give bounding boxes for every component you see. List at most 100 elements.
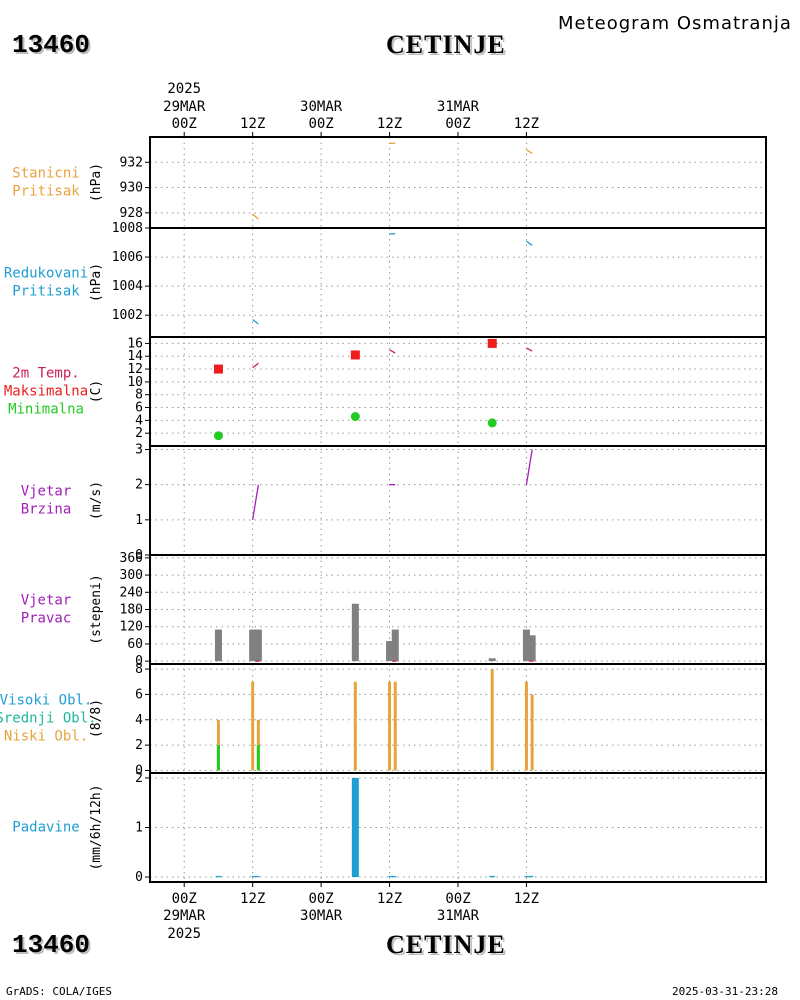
x-tick-label-top: 00Z bbox=[172, 116, 197, 132]
chart-title: Meteogram Osmatranja bbox=[558, 13, 792, 34]
min-temp-marker bbox=[487, 418, 497, 428]
y-tick-label: 1008 bbox=[112, 221, 143, 236]
y-tick-label: 4 bbox=[135, 713, 143, 728]
x-date-label-bottom: 29MAR bbox=[163, 908, 206, 924]
y-axis-unit: (hPa) bbox=[89, 163, 104, 202]
y-axis-unit: (hPa) bbox=[89, 263, 104, 302]
y-tick-label: 360 bbox=[120, 551, 143, 566]
panel-frame bbox=[149, 227, 767, 338]
panel-label: Vjetar bbox=[21, 484, 72, 500]
y-axis-unit: (stepeni) bbox=[89, 574, 104, 644]
panel-label: Pritisak bbox=[12, 284, 80, 300]
y-tick-label: 8 bbox=[135, 388, 143, 403]
bar bbox=[351, 603, 359, 662]
series-line bbox=[252, 213, 259, 220]
bar bbox=[490, 669, 494, 771]
panel-label: Stanicni bbox=[12, 166, 79, 182]
bar bbox=[522, 629, 530, 662]
bar bbox=[254, 629, 262, 662]
y-tick-label: 0 bbox=[135, 654, 143, 669]
y-axis-unit: (m/s) bbox=[89, 481, 104, 520]
x-tick-label-top: 00Z bbox=[308, 116, 333, 132]
bar bbox=[530, 694, 534, 771]
panel-label: Maksimalna bbox=[4, 384, 88, 400]
y-tick-label: 300 bbox=[120, 568, 143, 583]
panel-oblaci bbox=[145, 664, 766, 773]
panel-stanicni bbox=[145, 137, 766, 228]
y-tick-label: 240 bbox=[120, 585, 143, 600]
y-tick-label: 180 bbox=[120, 603, 143, 618]
y-tick-label: 2 bbox=[135, 771, 143, 786]
bar bbox=[391, 629, 399, 662]
panel-temp bbox=[145, 337, 766, 446]
x-date-label-top: 29MAR bbox=[163, 99, 206, 115]
panel-pravac bbox=[145, 555, 766, 664]
x-tick-label-bottom: 12Z bbox=[240, 891, 265, 907]
station-id-bottom: 13460 bbox=[12, 930, 91, 960]
series-line bbox=[526, 240, 533, 246]
y-tick-label: 0 bbox=[135, 548, 143, 563]
y-axis-unit: (8/8) bbox=[89, 699, 104, 738]
y-tick-label: 1004 bbox=[112, 279, 143, 294]
x-tick-label-top: 12Z bbox=[514, 116, 539, 132]
y-tick-label: 6 bbox=[135, 687, 143, 702]
y-tick-label: 2 bbox=[135, 478, 143, 493]
x-tick-label-top: 00Z bbox=[445, 116, 470, 132]
y-tick-label: 1 bbox=[135, 821, 143, 836]
panel-label: Minimalna bbox=[8, 402, 84, 418]
y-tick-label: 14 bbox=[127, 349, 143, 364]
precip-bar bbox=[351, 777, 359, 878]
y-tick-label: 932 bbox=[120, 155, 143, 170]
x-date-label-top: 31MAR bbox=[437, 99, 480, 115]
y-tick-label: 1002 bbox=[112, 308, 143, 323]
y-tick-label: 6 bbox=[135, 401, 143, 416]
station-name-bottom: CETINJE bbox=[386, 930, 506, 959]
bar bbox=[251, 681, 255, 771]
bar bbox=[249, 629, 257, 662]
panel-label: Pritisak bbox=[12, 184, 80, 200]
panel-frame bbox=[149, 336, 767, 447]
station-name-top: CETINJE bbox=[386, 30, 506, 59]
y-tick-label: 930 bbox=[120, 181, 143, 196]
bar bbox=[528, 635, 536, 662]
timestamp: 2025-03-31-23:28 bbox=[672, 985, 778, 998]
x-year-label-bottom: 2025 bbox=[167, 926, 201, 942]
panel-label: Visoki Obl. bbox=[0, 693, 92, 709]
min-temp-marker bbox=[350, 412, 360, 422]
series-line bbox=[525, 449, 533, 485]
y-tick-label: 3 bbox=[135, 443, 143, 458]
panel-frame bbox=[149, 663, 767, 774]
y-tick-label: 2 bbox=[135, 426, 143, 441]
series-line bbox=[252, 319, 259, 325]
panel-redukovani bbox=[145, 227, 766, 337]
panel-label: Brzina bbox=[21, 502, 72, 518]
y-tick-label: 120 bbox=[120, 620, 143, 635]
x-date-label-top: 30MAR bbox=[300, 99, 343, 115]
series-line bbox=[526, 347, 533, 352]
x-date-label-bottom: 30MAR bbox=[300, 908, 343, 924]
grads-credit: GrADS: COLA/IGES bbox=[6, 985, 112, 998]
x-tick-label-bottom: 00Z bbox=[172, 891, 197, 907]
y-tick-label: 2 bbox=[135, 738, 143, 753]
y-tick-label: 4 bbox=[135, 413, 143, 428]
panel-label: Niski Obl. bbox=[4, 729, 88, 745]
y-tick-label: 60 bbox=[127, 637, 143, 652]
x-year-label-top: 2025 bbox=[167, 81, 201, 97]
x-date-label-bottom: 31MAR bbox=[437, 908, 480, 924]
y-tick-label: 10 bbox=[127, 375, 143, 390]
panel-label: Srednji Obl. bbox=[0, 711, 97, 727]
x-tick-label-bottom: 12Z bbox=[514, 891, 539, 907]
bar bbox=[353, 681, 357, 771]
bar bbox=[388, 681, 392, 771]
series-line bbox=[526, 149, 533, 154]
bar bbox=[216, 745, 220, 771]
y-tick-label: 0 bbox=[135, 870, 143, 885]
panel-label: 2m Temp. bbox=[12, 366, 79, 382]
series-line bbox=[252, 484, 260, 520]
bar bbox=[214, 629, 222, 662]
y-tick-label: 8 bbox=[135, 662, 143, 677]
panel-padavine bbox=[145, 773, 766, 882]
station-id-top: 13460 bbox=[12, 30, 91, 60]
panel-label: Pravac bbox=[21, 611, 72, 627]
